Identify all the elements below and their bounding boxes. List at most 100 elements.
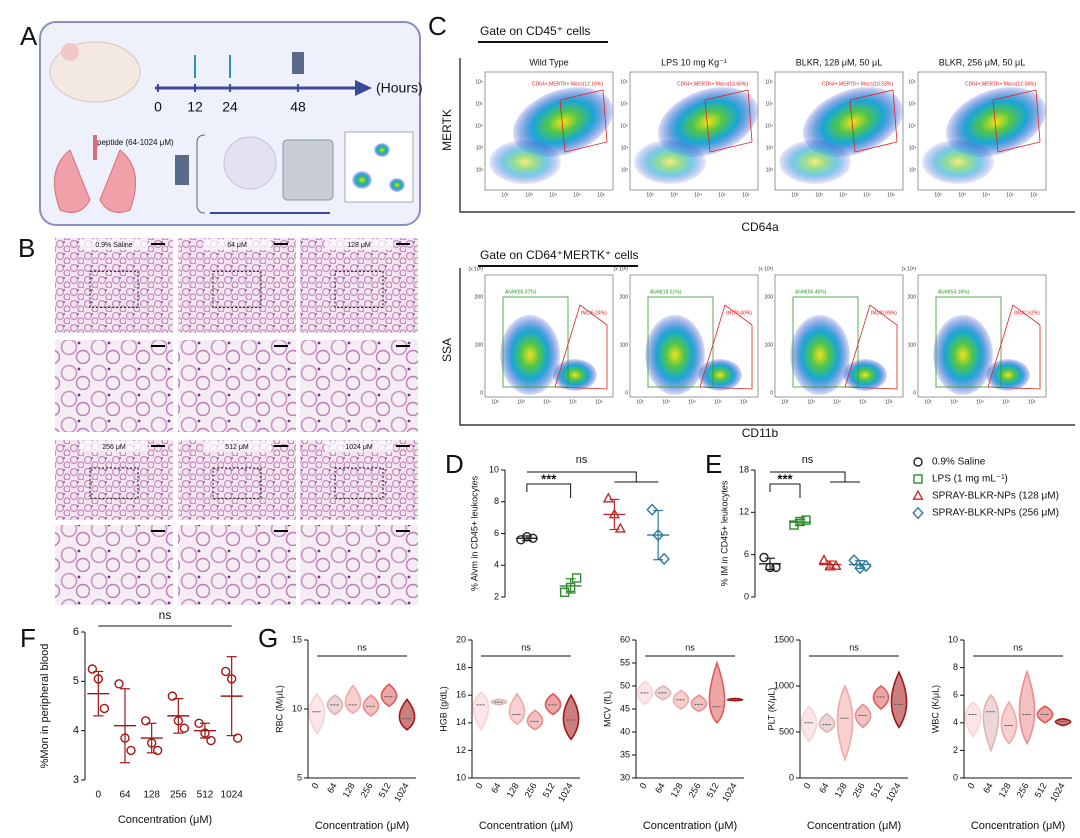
label: CD64+,MERTK+ Macs(10.53%)	[822, 81, 893, 87]
label: 45	[620, 703, 630, 713]
significance-bracket	[769, 483, 801, 498]
flow-cloud	[657, 87, 759, 157]
label: 0	[474, 781, 485, 790]
data-point	[126, 745, 136, 756]
label: 18	[456, 662, 466, 672]
label: 128	[833, 781, 849, 799]
label: 2	[953, 745, 958, 755]
label: AlvM(56.46%)	[795, 289, 827, 295]
bracket	[196, 134, 206, 214]
label: Concentration (μM)	[807, 820, 901, 832]
label: peptide (64-1024 μM)	[97, 138, 174, 147]
label: ns	[1013, 642, 1023, 652]
label: 0	[96, 790, 102, 801]
label: 100	[475, 342, 484, 348]
label: 10⁵	[1006, 192, 1014, 198]
label: 1024	[392, 781, 411, 803]
micrograph	[55, 340, 173, 432]
flow-cloud	[843, 359, 887, 391]
data-point	[614, 522, 626, 533]
label: 256	[687, 781, 703, 799]
label: 1024	[556, 781, 575, 803]
label: 10⁶	[475, 79, 483, 85]
flow-cloud	[489, 140, 561, 184]
label: 6	[494, 528, 499, 538]
zoom-box	[89, 467, 139, 499]
label: 3	[73, 774, 79, 786]
label: IM(79.40%)	[726, 310, 752, 316]
zoom-box	[334, 270, 384, 308]
label-bg	[325, 239, 393, 250]
flow-cloud	[945, 87, 1047, 157]
label: 10²	[791, 192, 799, 198]
label: ns	[685, 642, 695, 652]
flow-cloud	[634, 140, 706, 184]
label: 1024	[884, 781, 903, 803]
label: AlvM(60.07%)	[505, 289, 537, 295]
label: 10²	[781, 399, 789, 405]
label: 12	[739, 507, 749, 517]
label: (x 10³)	[902, 266, 917, 272]
violin	[508, 692, 526, 726]
label: ns	[849, 642, 859, 652]
label: 24	[222, 99, 238, 115]
label: BLKR, 128 μM, 50 μL	[796, 57, 882, 67]
label: 30	[620, 772, 630, 782]
label: 10⁶	[1030, 192, 1038, 198]
gate	[935, 296, 1002, 388]
data-point	[646, 503, 658, 516]
label: 10⁵	[863, 192, 871, 198]
label: 64	[489, 781, 503, 795]
gate	[849, 89, 898, 153]
panel-label: G	[258, 623, 278, 653]
label: 4	[953, 717, 958, 727]
label: 64	[817, 781, 831, 795]
label: ***	[541, 471, 557, 486]
flow-cloud	[500, 315, 560, 395]
cells-icon	[223, 136, 277, 190]
micrograph	[178, 440, 296, 520]
label: 10⁴	[549, 192, 557, 198]
label: ns	[576, 454, 588, 466]
label: SPRAY-BLKR-NPs (128 μM)	[932, 491, 1059, 502]
violin	[544, 692, 562, 716]
timeline-arrow	[355, 80, 372, 96]
label: 100	[765, 342, 774, 348]
label: 200	[908, 294, 917, 300]
label: 10⁵	[569, 399, 577, 405]
label: 1024	[720, 781, 739, 803]
label: Wild Type	[529, 57, 568, 67]
data-point	[565, 582, 576, 593]
label: % IM in CD45+ leukocytes	[719, 480, 729, 586]
label: 15	[292, 634, 302, 644]
data-point	[528, 533, 538, 543]
data-point	[146, 738, 157, 748]
label: 10³	[476, 145, 484, 151]
label: 0.9% Saline	[95, 242, 132, 249]
label: CD64+,MERTK+ Macs(12.16%)	[532, 81, 603, 87]
label: 10²	[909, 167, 917, 173]
label: Gate on CD64⁺MERTK⁺ cells	[480, 248, 639, 262]
zoom-box	[89, 270, 139, 308]
panel-label: D	[445, 449, 464, 479]
label: 10	[489, 464, 499, 474]
label: 10³	[958, 192, 966, 198]
label: 6	[73, 626, 79, 638]
data-point	[848, 554, 860, 567]
label: 10²	[491, 399, 499, 405]
data-point	[194, 718, 204, 728]
label: 0	[802, 781, 813, 790]
gate	[987, 304, 1041, 390]
label: MERTK	[440, 109, 454, 151]
label: 256	[851, 781, 867, 799]
label: 1024 μM	[345, 444, 373, 451]
label: 10²	[934, 192, 942, 198]
label: 10⁶	[620, 79, 628, 85]
label: 10⁴	[908, 123, 916, 129]
label: 10²	[501, 192, 509, 198]
label: 64	[325, 781, 339, 795]
label: 10⁵	[908, 101, 916, 107]
label: 64	[981, 781, 995, 795]
label: Concentration (μM)	[315, 820, 409, 832]
label: 512	[377, 781, 393, 799]
